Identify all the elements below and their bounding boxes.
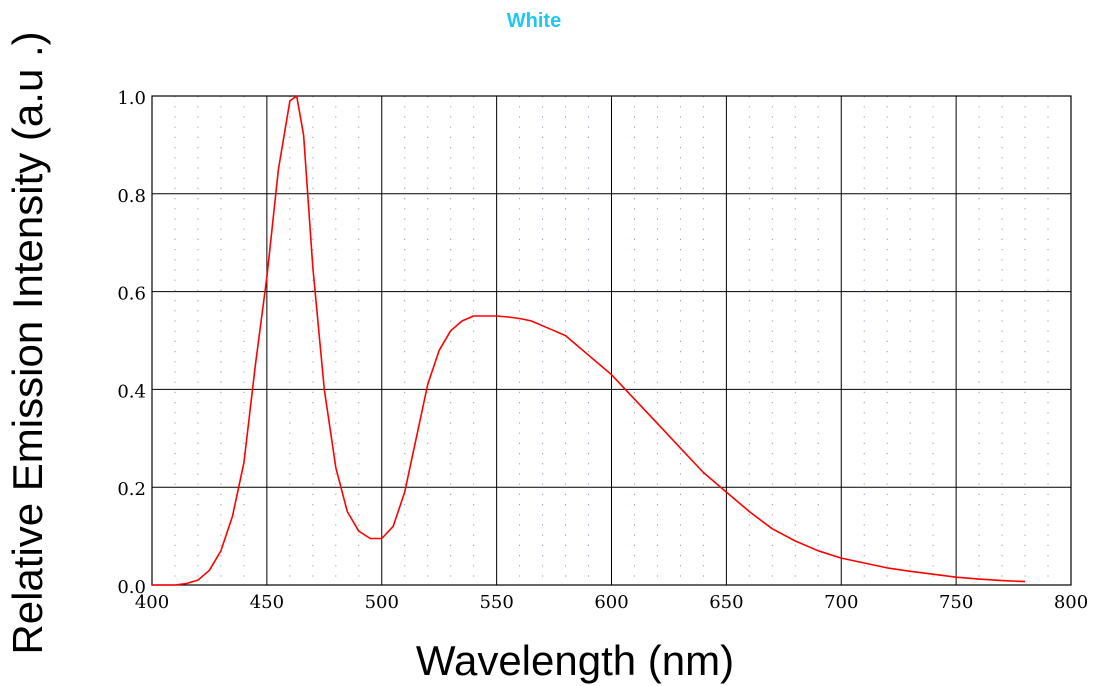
major-grid <box>152 96 1071 585</box>
x-tick-label: 800 <box>1054 592 1088 613</box>
y-tick-label: 1.0 <box>117 88 146 109</box>
x-tick-label: 450 <box>250 592 284 613</box>
y-tick-label: 0.0 <box>117 577 146 598</box>
plot-frame <box>151 95 1072 586</box>
y-axis-title: Relative Emission Intensity (a.u .) <box>4 31 51 654</box>
y-tick-labels: 0.0 0.2 0.4 0.6 0.8 1.0 <box>117 88 146 598</box>
y-tick-label: 0.4 <box>117 381 146 402</box>
x-tick-label: 600 <box>594 592 628 613</box>
x-tick-label: 750 <box>939 592 973 613</box>
y-tick-label: 0.8 <box>117 186 146 207</box>
emission-spectrum-line <box>152 95 1026 586</box>
x-tick-labels: 400 450 500 550 600 650 700 750 800 <box>135 592 1088 613</box>
x-axis-title: Wavelength (nm) <box>416 637 734 684</box>
y-tick-label: 0.6 <box>117 284 146 305</box>
x-tick-label: 550 <box>479 592 513 613</box>
x-tick-label: 700 <box>824 592 858 613</box>
x-tick-label: 650 <box>709 592 743 613</box>
y-tick-label: 0.2 <box>117 479 146 500</box>
x-tick-label: 500 <box>365 592 399 613</box>
chart-title: White <box>507 10 561 32</box>
x-tick-label: 400 <box>135 592 169 613</box>
